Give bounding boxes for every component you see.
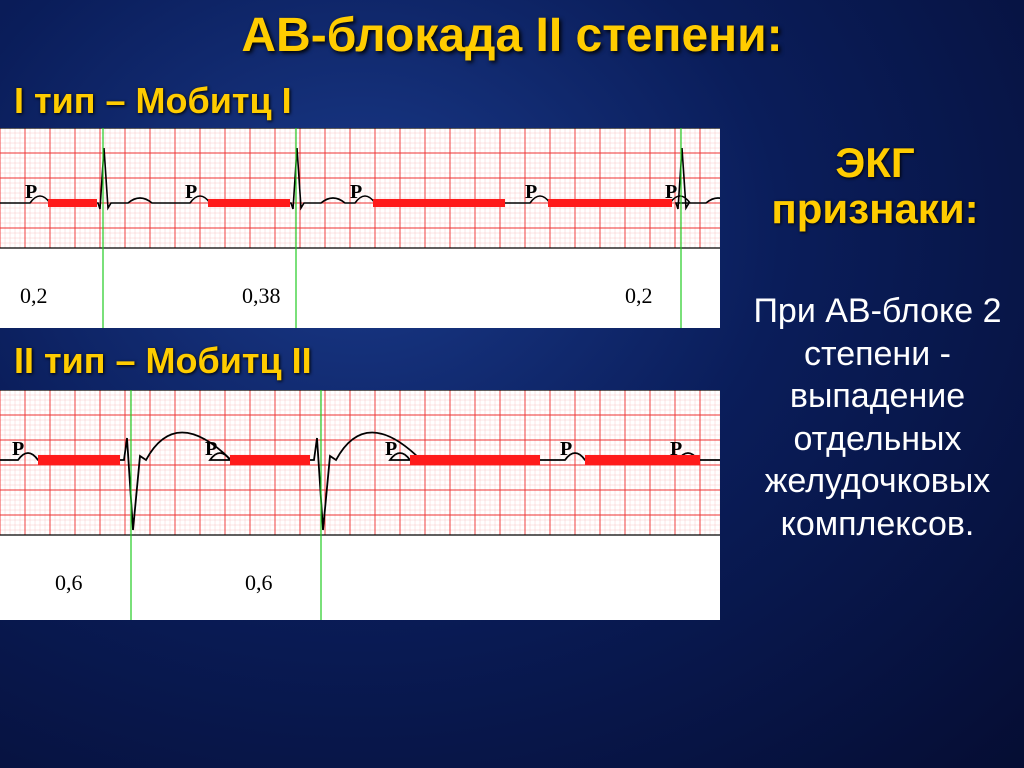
svg-text:P: P bbox=[385, 438, 397, 460]
svg-text:P: P bbox=[185, 181, 197, 203]
svg-text:0,2: 0,2 bbox=[20, 283, 48, 308]
subtitle-mobitz-2: II тип – Мобитц II bbox=[14, 340, 312, 382]
ecg-panel-mobitz-2: P P P P P 0,6 0,6 bbox=[0, 390, 720, 620]
svg-text:P: P bbox=[525, 181, 537, 203]
svg-text:P: P bbox=[670, 438, 682, 460]
subtitle-mobitz-1: I тип – Мобитц I bbox=[14, 80, 292, 122]
svg-text:P: P bbox=[560, 438, 572, 460]
ecg-panel-mobitz-1: P P P P P 0,2 0,38 0,2 bbox=[0, 128, 720, 328]
slide-title: АВ-блокада II степени: bbox=[0, 8, 1024, 63]
slide: АВ-блокада II степени: I тип – Мобитц I … bbox=[0, 0, 1024, 768]
svg-text:P: P bbox=[350, 181, 362, 203]
svg-text:P: P bbox=[665, 181, 677, 203]
svg-text:0,38: 0,38 bbox=[242, 283, 281, 308]
svg-text:0,2: 0,2 bbox=[625, 283, 653, 308]
svg-text:0,6: 0,6 bbox=[245, 570, 273, 595]
svg-text:P: P bbox=[205, 438, 217, 460]
svg-text:0,6: 0,6 bbox=[55, 570, 83, 595]
side-heading: ЭКГ признаки: bbox=[740, 140, 1010, 232]
svg-text:P: P bbox=[12, 438, 24, 460]
side-body-text: При АВ-блоке 2 степени - выпадение отдел… bbox=[740, 290, 1015, 545]
svg-text:P: P bbox=[25, 181, 37, 203]
